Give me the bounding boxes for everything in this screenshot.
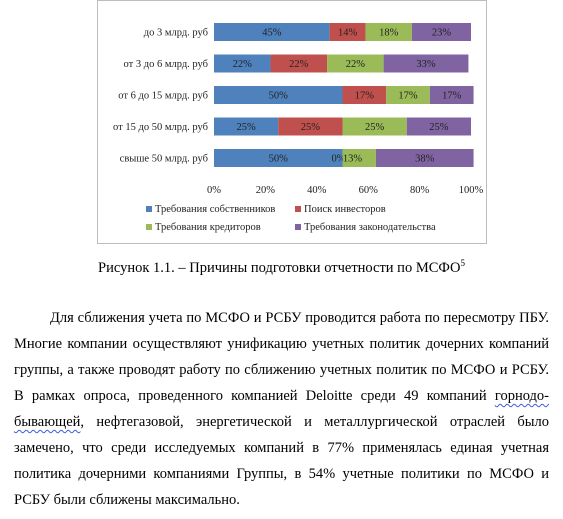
data-label: 45%	[262, 28, 282, 39]
chart-frame: до 3 млрд. руб 45% 14% 18% 23% от 3 до 6 млрд…	[97, 0, 487, 244]
bar-segment	[214, 149, 343, 167]
body-paragraph: Для сближения учета по МСФО и РСБУ прово…	[14, 305, 549, 513]
bar-segment	[342, 149, 376, 167]
caption-footnote-ref[interactable]: 5	[460, 258, 466, 269]
category-label: свыше 50 млрд. руб	[120, 154, 208, 165]
bar-segment	[342, 86, 387, 104]
data-label: 50%	[269, 91, 289, 102]
figure-caption: Рисунок 1.1. – Причины подготовки отчетн…	[0, 258, 563, 277]
stacked-bar-chart: до 3 млрд. руб 45% 14% 18% 23% от 3 до 6 млрд…	[113, 23, 484, 233]
data-label: 25%	[301, 122, 321, 133]
data-label: 22%	[289, 59, 309, 70]
category-label: от 15 до 50 млрд. руб	[113, 122, 208, 133]
bar-segment	[375, 149, 474, 167]
x-tick-label: 60%	[359, 185, 379, 196]
bar-segment	[342, 117, 407, 136]
bar-segment	[214, 54, 271, 73]
x-tick-label: 100%	[459, 185, 484, 196]
legend-entry: Требования законодательства	[304, 222, 436, 233]
data-label: 14%	[338, 28, 358, 39]
bar-segment	[386, 86, 430, 104]
data-label: 25%	[429, 122, 449, 133]
bar-segment	[365, 23, 412, 41]
legend-swatch	[146, 206, 152, 212]
data-label: 25%	[365, 122, 385, 133]
bar-segment	[214, 86, 343, 104]
data-label: 23%	[432, 28, 452, 39]
data-label: 18%	[379, 28, 399, 39]
caption-text: Рисунок 1.1. – Причины подготовки отчетн…	[98, 260, 461, 276]
bar-segment	[270, 54, 328, 73]
bar-segment	[214, 117, 279, 136]
bar-segment	[214, 23, 330, 41]
legend-entry: Поиск инвесторов	[304, 204, 386, 215]
data-label: 33%	[416, 59, 436, 70]
bar-segment	[278, 117, 343, 136]
category-label: до 3 млрд. руб	[144, 28, 208, 39]
data-label: 17%	[442, 91, 462, 102]
body-text-part2: , нефтегазовой, энергетической и металлу…	[14, 414, 549, 508]
body-text-part1: Для сближения учета по МСФО и РСБУ прово…	[14, 310, 549, 404]
category-label: от 6 до 15 млрд. руб	[118, 91, 208, 102]
data-label: 0%	[332, 154, 346, 165]
data-label: 25%	[237, 122, 257, 133]
bar-segment	[411, 23, 471, 41]
data-label: 13%	[343, 154, 363, 165]
bar-segment	[406, 117, 471, 136]
x-tick-label: 20%	[256, 185, 276, 196]
data-label: 50%	[269, 154, 289, 165]
bar-segment	[429, 86, 474, 104]
legend-entry: Требования собственников	[155, 204, 275, 215]
legend-entry: Требования кредиторов	[155, 222, 261, 233]
data-label: 38%	[415, 154, 435, 165]
legend-swatch	[295, 224, 301, 230]
x-tick-label: 0%	[207, 185, 221, 196]
data-label: 17%	[398, 91, 418, 102]
legend-swatch	[295, 206, 301, 212]
bar-segment	[329, 23, 366, 41]
category-label: от 3 до 6 млрд. руб	[124, 59, 208, 70]
bar-segment	[327, 54, 384, 73]
x-tick-label: 80%	[410, 185, 430, 196]
data-label: 22%	[346, 59, 366, 70]
misspelled-word[interactable]: горнодо-бывающей	[14, 388, 549, 430]
data-label: 17%	[355, 91, 375, 102]
data-label: 22%	[233, 59, 253, 70]
legend-swatch	[146, 224, 152, 230]
x-tick-label: 40%	[307, 185, 327, 196]
bar-segment	[383, 54, 469, 73]
